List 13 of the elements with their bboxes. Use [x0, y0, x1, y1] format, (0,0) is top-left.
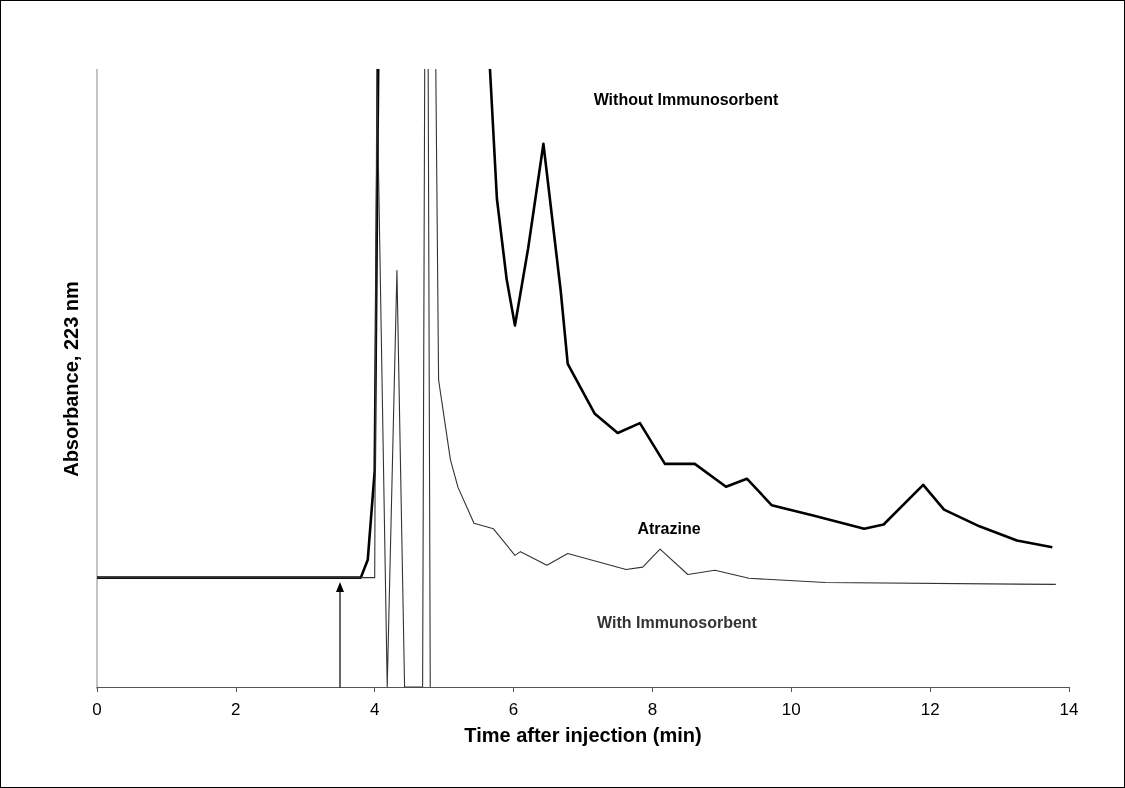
annotation: Atrazine [637, 519, 701, 537]
x-tick-label: 2 [231, 700, 241, 719]
x-tick-label: 6 [508, 700, 519, 719]
x-tick-label: 10 [781, 700, 801, 719]
x-axis-title: Time after injection (min) [464, 724, 702, 746]
text: With Immunosorbent [597, 613, 758, 631]
x-tick-label: 8 [647, 700, 658, 719]
x-tick-label: 0 [92, 700, 102, 719]
x-tick-label: 4 [369, 700, 380, 719]
y-axis-title: Absorbance, 223 nm [60, 281, 82, 477]
x-tick-label: 12 [920, 700, 940, 719]
x-tick-label: 14 [1059, 700, 1079, 719]
text: Without Immunosorbent [593, 90, 780, 108]
